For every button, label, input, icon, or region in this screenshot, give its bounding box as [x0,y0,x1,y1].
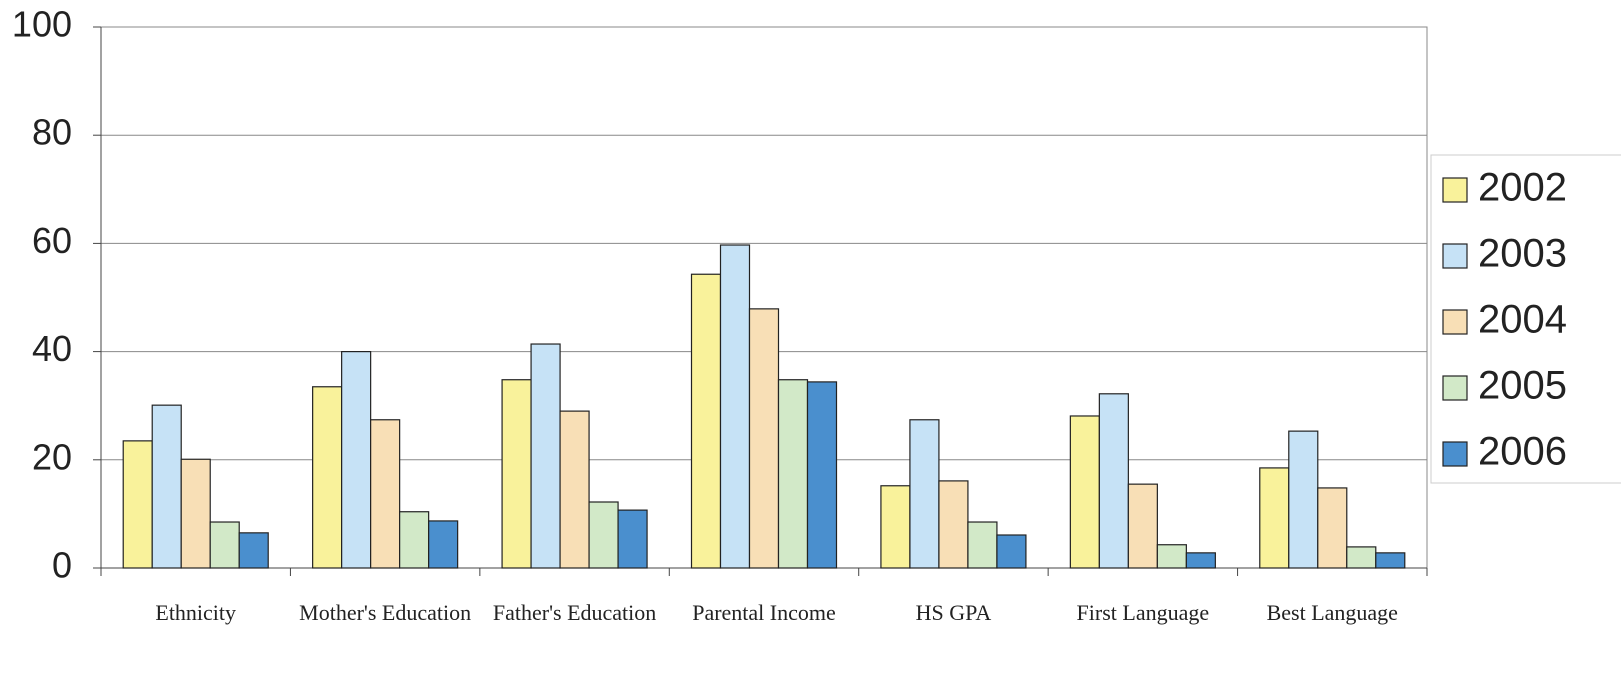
bar [1259,467,1290,569]
y-tick-label: 60 [32,220,72,261]
y-tick-label: 100 [12,4,72,45]
bar [341,351,372,569]
bar [1288,430,1319,569]
bar [938,480,969,569]
x-tick-label: Parental Income [692,600,836,625]
bar [967,521,998,569]
bar [806,381,838,569]
legend-label: 2002 [1478,166,1567,210]
bar [1098,393,1129,569]
x-tick-label: Father's Education [493,600,656,625]
legend-swatch [1442,243,1468,269]
bar [122,440,153,569]
bar [428,520,459,569]
x-tick-label: Ethnicity [155,600,236,625]
legend-label: 2006 [1478,430,1567,474]
legend-swatch [1442,441,1468,467]
y-tick-label: 40 [32,328,72,369]
legend-label: 2005 [1478,364,1567,408]
x-tick-label: HS GPA [916,600,992,625]
bar [588,501,619,569]
legend-swatch [1442,177,1468,203]
bar [1127,483,1158,569]
bar [151,404,182,569]
y-tick-label: 0 [52,545,72,586]
legend-label: 2003 [1478,232,1567,276]
bar [1375,552,1406,569]
x-tick-label: First Language [1077,600,1210,625]
bar [180,458,211,569]
bar [559,410,590,569]
legend-swatch [1442,309,1468,335]
bar [1069,415,1100,569]
bar [312,386,343,569]
y-tick-label: 20 [32,436,72,477]
bar [209,521,240,569]
bar [909,419,940,569]
legend-swatch [1442,375,1468,401]
bar [1346,546,1377,569]
bar [501,379,532,569]
bar [748,308,780,569]
bar [996,534,1027,569]
bar [530,343,561,569]
bar [238,532,269,569]
bar [370,419,401,569]
bar [777,379,809,569]
y-tick-label: 80 [32,112,72,153]
bar [617,509,648,569]
bar [1156,544,1187,569]
x-tick-label: Best Language [1267,600,1398,625]
bar [1317,487,1348,569]
bar [719,244,751,569]
bar [880,485,911,569]
bar [399,511,430,569]
legend-label: 2004 [1478,298,1567,342]
bar [1185,552,1216,569]
x-tick-label: Mother's Education [299,600,471,625]
bar [690,273,722,569]
